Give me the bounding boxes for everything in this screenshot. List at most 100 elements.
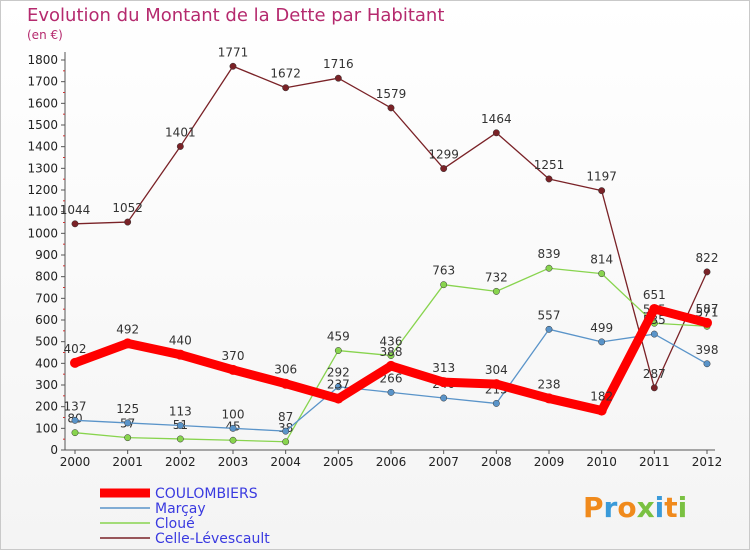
logo-letter: x [637, 491, 655, 524]
data-label: 137 [64, 399, 87, 413]
data-label: 822 [696, 251, 719, 265]
x-tick-label: 2008 [481, 455, 512, 469]
data-label: 436 [380, 335, 403, 349]
data-point [703, 268, 711, 276]
logo-letter: i [678, 491, 688, 524]
data-label: 1052 [112, 201, 143, 215]
data-point [386, 360, 396, 371]
data-point [282, 427, 290, 435]
y-tick-label: 500 [35, 335, 58, 349]
data-label: 306 [274, 363, 297, 377]
data-point [71, 416, 79, 424]
logo-letter: P [583, 491, 604, 524]
data-label: 402 [64, 342, 87, 356]
data-point [282, 84, 290, 92]
series-layer: 1044 105214011771167217161579129914641251… [60, 45, 719, 446]
data-label: 763 [432, 264, 455, 278]
data-label: 238 [538, 377, 561, 391]
logo-letter: o [617, 491, 636, 524]
data-point [440, 165, 448, 173]
data-label: 1579 [376, 87, 407, 101]
data-point [124, 434, 132, 442]
data-point [650, 330, 658, 338]
data-point [70, 357, 80, 368]
data-point [545, 175, 553, 183]
data-point [545, 264, 553, 272]
data-label: 571 [696, 305, 719, 319]
y-tick-label: 1500 [27, 118, 58, 132]
y-tick-label: 800 [35, 270, 58, 284]
data-point [280, 378, 291, 389]
data-label: 113 [169, 405, 192, 419]
logo-letter: i [655, 491, 665, 524]
x-tick-label: 2006 [376, 455, 407, 469]
legend-label: Marçay [155, 501, 206, 517]
data-label: 492 [116, 322, 139, 336]
data-label: 370 [222, 349, 245, 363]
x-tick-label: 2003 [218, 455, 249, 469]
data-point [124, 419, 132, 427]
x-tick-label: 2009 [534, 455, 565, 469]
x-tick-label: 2002 [165, 455, 196, 469]
chart-title: Evolution du Montant de la Dette par Hab… [27, 5, 444, 26]
axes: 0 100 200 300 400 500 600 700 800 900 1000 1100 1200… [27, 52, 722, 469]
x-tick-label: 2000 [60, 455, 91, 469]
y-tick-label: 1100 [27, 205, 58, 219]
y-tick-label: 600 [35, 313, 58, 327]
data-label: 1251 [534, 158, 565, 172]
data-label: 1299 [428, 148, 459, 162]
data-label: 100 [222, 407, 245, 421]
y-tick-label: 700 [35, 291, 58, 305]
data-point [229, 62, 237, 70]
data-label: 1464 [481, 112, 512, 126]
data-point [545, 325, 553, 333]
data-label: 313 [432, 361, 455, 375]
data-label: 266 [380, 371, 403, 385]
data-point [598, 270, 606, 278]
data-point [492, 399, 500, 407]
data-point [228, 364, 238, 375]
data-point [122, 338, 133, 349]
data-point [387, 104, 395, 112]
data-label: 651 [643, 288, 666, 302]
y-tick-label: 1200 [27, 183, 58, 197]
data-point [598, 187, 606, 195]
data-point [334, 347, 342, 354]
data-point [176, 143, 184, 150]
data-point [650, 384, 658, 392]
data-point [282, 438, 290, 446]
data-label: 557 [538, 308, 561, 322]
legend-label: COULOMBIERS [155, 486, 258, 502]
y-tick-label: 1400 [27, 140, 58, 154]
data-label: 839 [538, 247, 561, 261]
data-label: 440 [169, 334, 192, 348]
y-tick-label: 200 [35, 400, 58, 414]
y-tick-label: 1300 [27, 161, 58, 175]
data-label: 125 [116, 402, 139, 416]
data-point [176, 422, 184, 429]
data-point [596, 405, 607, 416]
y-tick-label: 1700 [27, 75, 58, 89]
x-tick-label: 2012 [692, 455, 723, 469]
logo-letter: t [664, 491, 677, 524]
data-point [387, 352, 395, 359]
data-point [702, 317, 712, 328]
series-coulombiers: 402 492 440 370 306 237 388 313 304 238 182 651 587 [64, 288, 718, 416]
legend-label: Celle-Lévescault [155, 531, 270, 547]
y-tick-label: 1000 [27, 226, 58, 240]
data-label: 292 [327, 366, 350, 380]
data-label: 1401 [165, 125, 196, 139]
data-label: 499 [590, 321, 613, 335]
data-point [492, 287, 500, 295]
x-tick-label: 2010 [586, 455, 617, 469]
data-label: 732 [485, 270, 508, 284]
data-label: 459 [327, 330, 350, 344]
data-label: 1044 [60, 203, 91, 217]
data-point [440, 394, 448, 402]
data-point [703, 360, 711, 368]
data-point [333, 393, 344, 404]
data-point [598, 338, 606, 346]
